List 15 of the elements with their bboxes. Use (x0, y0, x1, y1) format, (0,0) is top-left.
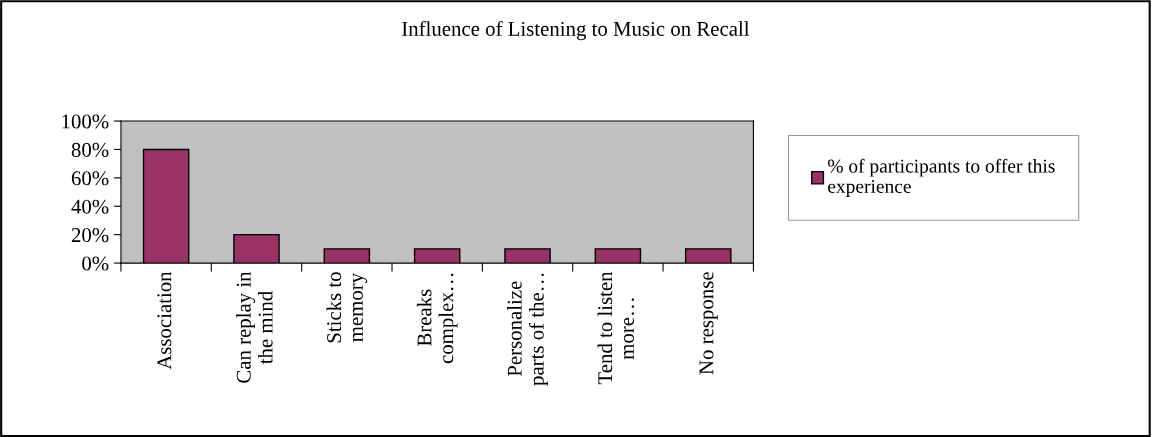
y-tick-label: 0% (82, 256, 109, 271)
y-tick-label: 100% (62, 114, 109, 129)
x-tick-label: Breaks complex… (416, 273, 458, 364)
x-tick-label: Personalize parts of the… (507, 273, 548, 386)
y-tick-label: 20% (71, 228, 109, 243)
x-tick-label: Can replay in the mind (236, 271, 273, 383)
y-tick-label: 40% (71, 199, 109, 214)
x-tick-label: No response (699, 272, 718, 375)
legend-label: % of participants to offer this experience (827, 158, 1055, 197)
x-tick-label: Association (157, 271, 172, 370)
y-tick-label: 80% (71, 142, 109, 157)
x-tick-label: Sticks to memory (326, 272, 368, 343)
y-tick-label: 60% (71, 171, 109, 186)
x-tick-label: Tend to listen more… (597, 271, 635, 385)
chart-title: Influence of Listening to Music on Recall (402, 21, 750, 41)
